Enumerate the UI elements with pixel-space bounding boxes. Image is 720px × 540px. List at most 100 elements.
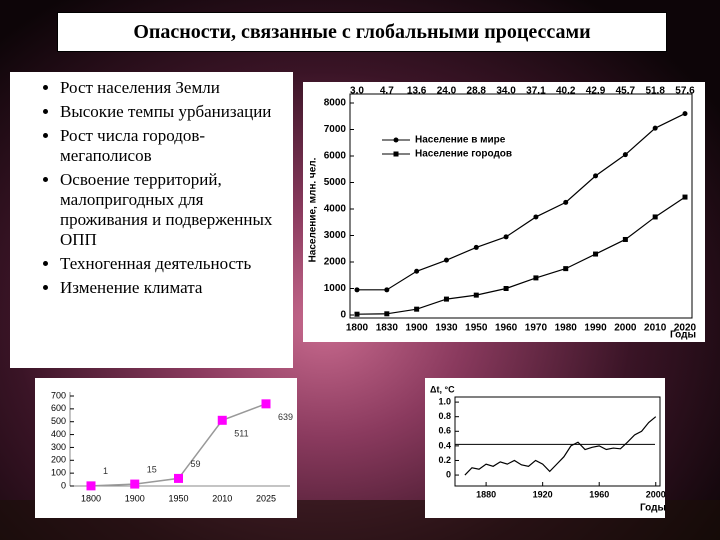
x-tick-label: 1830 [376,323,399,334]
chart-panel [425,378,665,518]
series-line [464,416,657,476]
point [414,306,420,312]
point [130,479,140,489]
data-label: 59 [191,459,201,469]
point [622,236,628,242]
y-tick-label: 700 [51,390,66,400]
annotation: 34.0 [496,86,516,97]
y-tick-label: 3000 [324,230,347,241]
y-tick-label: 400 [51,429,66,439]
y-axis-label: Население, млн. чел. [308,157,319,262]
x-tick-label: 2000 [646,489,666,499]
point [563,266,569,272]
y-tick-label: 0 [61,480,66,490]
annotation: 51.8 [645,86,665,97]
x-tick-label: 1970 [525,323,548,334]
chart-panel [35,378,297,518]
point [384,287,390,293]
y-tick-label: 1000 [324,283,347,294]
x-tick-label: 1800 [346,323,369,334]
y-tick-label: 4000 [324,204,347,215]
x-tick-label: 1960 [495,323,518,334]
data-label: 1 [103,466,108,476]
x-tick-label: 1900 [125,493,145,503]
legend-label: Население в мире [415,135,506,146]
x-tick-label: 2020 [674,323,697,334]
point [443,296,449,302]
legend-marker [393,137,399,143]
point [503,286,509,291]
point [217,415,227,425]
point [261,399,271,409]
x-tick-label: 1990 [584,323,607,334]
annotation: 37.1 [526,86,546,97]
annotation: 28.8 [467,86,487,97]
y-tick-label: 0 [340,310,346,321]
point [682,111,688,117]
point [503,234,509,240]
y-axis-label: Δt, °C [430,384,455,394]
y-tick-label: 0.6 [438,426,451,436]
x-tick-label: 2010 [644,323,667,334]
legend-label: Население городов [415,149,512,160]
data-label: 15 [147,464,157,474]
point [414,268,420,274]
plot-frame [454,396,661,487]
bullet-list: Рост населения Земли Высокие темпы урбани… [10,78,285,298]
x-tick-label: 1900 [406,323,429,334]
point [652,214,658,220]
point [354,311,360,317]
y-tick-label: 0.4 [438,440,451,450]
x-tick-label: 1930 [435,323,458,334]
point [533,214,539,220]
y-tick-label: 6000 [324,151,347,162]
y-tick-label: 0.8 [438,411,451,421]
x-tick-label: 1950 [465,323,488,334]
x-tick-label: 1800 [81,493,101,503]
y-tick-label: 2000 [324,257,347,268]
point [443,257,449,263]
annotation: 57.6 [675,86,695,97]
point [563,199,569,205]
x-tick-label: 2025 [256,493,276,503]
legend-marker [393,151,399,157]
point [652,125,658,131]
annotation: 40.2 [556,86,576,97]
y-tick-label: 100 [51,468,66,478]
bullet: Высокие темпы урбанизации [60,102,285,122]
point [682,194,688,200]
y-tick-label: 7000 [324,124,347,135]
plot-frame [349,93,693,319]
bullet: Освоение территорий, малопригодных для п… [60,170,285,250]
x-axis-label: Годы [640,503,666,514]
x-tick-label: 1950 [168,493,188,503]
annotation: 13.6 [407,86,427,97]
x-axis-label: Годы [670,330,696,341]
point [593,251,599,257]
bullet: Рост населения Земли [60,78,285,98]
y-tick-label: 0 [446,469,451,479]
annotation: 3.0 [350,86,364,97]
x-tick-label: 1920 [533,489,553,499]
x-tick-label: 1880 [476,489,496,499]
point [533,275,539,281]
point [473,244,479,250]
chart-panel [303,82,705,342]
y-tick-label: 200 [51,455,66,465]
annotation: 42.9 [586,86,606,97]
bullet: Изменение климата [60,278,285,298]
bullet-box: Рост населения Земли Высокие темпы урбани… [10,72,293,368]
point [384,311,390,317]
y-tick-label: 500 [51,416,66,426]
x-tick-label: 1980 [555,323,578,334]
point [174,473,183,483]
point [473,292,479,298]
y-tick-label: 600 [51,403,66,413]
bullet: Техногенная деятельность [60,254,285,274]
data-label: 639 [278,412,293,422]
y-tick-label: 0.2 [438,455,451,465]
point [622,152,628,158]
annotation: 24.0 [437,86,457,97]
